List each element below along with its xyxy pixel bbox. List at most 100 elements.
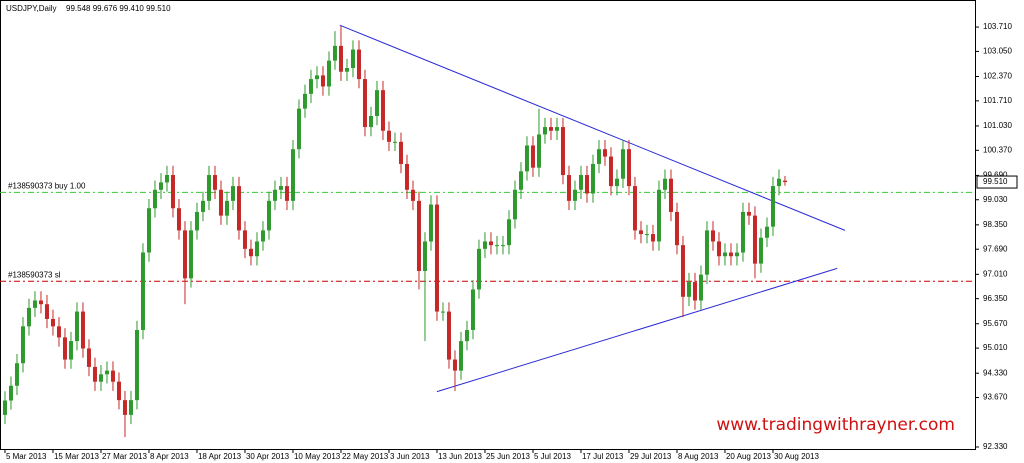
candle-body bbox=[104, 370, 109, 375]
candle-body bbox=[650, 234, 655, 242]
candle-body bbox=[410, 189, 415, 201]
candle-body bbox=[692, 282, 697, 301]
y-tick-label: 95.010 bbox=[983, 343, 1008, 352]
candle-body bbox=[530, 145, 535, 168]
candle-body bbox=[716, 241, 721, 257]
candle-body bbox=[404, 163, 409, 190]
y-tick-label: 93.670 bbox=[983, 393, 1008, 402]
candle-body bbox=[320, 75, 325, 87]
candle-body bbox=[80, 311, 85, 349]
candle-body bbox=[194, 211, 199, 231]
y-tick-label: 96.350 bbox=[983, 294, 1008, 303]
candle-body bbox=[218, 189, 223, 216]
candle-body bbox=[734, 252, 739, 257]
candle-body bbox=[524, 145, 529, 172]
candle-body bbox=[422, 241, 427, 271]
candle-body bbox=[248, 248, 253, 257]
candle-body bbox=[776, 178, 781, 187]
candle-body bbox=[464, 330, 469, 342]
y-tick-label: 99.690 bbox=[983, 171, 1008, 180]
trend-line bbox=[436, 267, 838, 393]
candle-body bbox=[572, 189, 577, 201]
candle-body bbox=[458, 341, 463, 371]
candle-body bbox=[254, 241, 259, 257]
watermark: www.tradingwithrayner.com bbox=[716, 415, 955, 435]
x-tick-label: 10 May 2013 bbox=[294, 452, 341, 461]
candle-body bbox=[212, 175, 217, 190]
chart-title: USDJPY,Daily bbox=[6, 4, 57, 13]
y-tick-label: 101.030 bbox=[983, 121, 1012, 130]
candle-body bbox=[92, 366, 97, 382]
candle-body bbox=[188, 230, 193, 279]
candle-body bbox=[140, 252, 145, 331]
candle-body bbox=[446, 311, 451, 360]
candle-body bbox=[770, 186, 775, 227]
candle-body bbox=[680, 245, 685, 297]
candle-body bbox=[674, 211, 679, 246]
trend-line bbox=[339, 24, 846, 231]
candle-body bbox=[596, 149, 601, 164]
candle-body bbox=[332, 45, 337, 61]
candle-body bbox=[62, 337, 67, 360]
candle-body bbox=[536, 134, 541, 168]
y-tick-label: 98.350 bbox=[983, 220, 1008, 229]
plot-frame bbox=[0, 0, 976, 450]
candle-body bbox=[542, 127, 547, 135]
candle-body bbox=[752, 215, 757, 264]
last-price-label: 99.510 bbox=[983, 177, 1008, 186]
candle-body bbox=[764, 226, 769, 238]
y-tick-label: 92.330 bbox=[983, 442, 1008, 451]
candle-body bbox=[578, 175, 583, 190]
candle-body bbox=[704, 230, 709, 275]
candle-body bbox=[584, 175, 589, 194]
x-tick-label: 8 Apr 2013 bbox=[150, 452, 189, 461]
candle-body bbox=[380, 90, 385, 131]
candle-body bbox=[482, 241, 487, 249]
candle-body bbox=[296, 108, 301, 150]
x-tick-label: 3 Jun 2013 bbox=[390, 452, 430, 461]
quote: 99.548 99.676 99.410 99.510 bbox=[66, 4, 171, 13]
x-tick-label: 15 Mar 2013 bbox=[54, 452, 99, 461]
candle-body bbox=[98, 374, 103, 382]
candle-body bbox=[224, 200, 229, 216]
candle-body bbox=[302, 93, 307, 109]
candle-body bbox=[722, 252, 727, 257]
candle-body bbox=[386, 130, 391, 142]
candle-body bbox=[518, 171, 523, 190]
x-tick-label: 8 Aug 2013 bbox=[678, 452, 719, 461]
y-tick-label: 94.330 bbox=[983, 368, 1008, 377]
candle-body bbox=[26, 307, 31, 327]
candle-body bbox=[164, 175, 169, 183]
candle-body bbox=[338, 45, 343, 72]
x-tick-label: 13 Jun 2013 bbox=[438, 452, 483, 461]
candle-body bbox=[548, 127, 553, 131]
candle-body bbox=[242, 230, 247, 249]
y-tick-label: 100.370 bbox=[983, 145, 1012, 154]
candle-body bbox=[602, 149, 607, 157]
candle-body bbox=[44, 304, 49, 319]
x-tick-label: 27 Mar 2013 bbox=[102, 452, 147, 461]
y-tick-label: 102.370 bbox=[983, 72, 1012, 81]
candle-body bbox=[374, 90, 379, 116]
candle-body bbox=[344, 68, 349, 72]
candle-body bbox=[200, 200, 205, 212]
candle-body bbox=[560, 127, 565, 176]
candle-body bbox=[74, 311, 79, 342]
candle-body bbox=[698, 274, 703, 301]
candle-body bbox=[686, 282, 691, 297]
candle-body bbox=[470, 289, 475, 331]
candle-body bbox=[476, 248, 481, 290]
candle-body bbox=[398, 141, 403, 164]
y-tick-label: 97.010 bbox=[983, 269, 1008, 278]
candle-body bbox=[170, 175, 175, 209]
x-tick-label: 18 Apr 2013 bbox=[198, 452, 242, 461]
candle-body bbox=[230, 186, 235, 201]
candle-body bbox=[494, 245, 499, 247]
candle-body bbox=[620, 149, 625, 179]
candle-body bbox=[134, 330, 139, 401]
last-price-box bbox=[976, 175, 1018, 189]
candle-body bbox=[32, 300, 37, 308]
candle-body bbox=[728, 252, 733, 257]
candle-body bbox=[8, 385, 13, 401]
